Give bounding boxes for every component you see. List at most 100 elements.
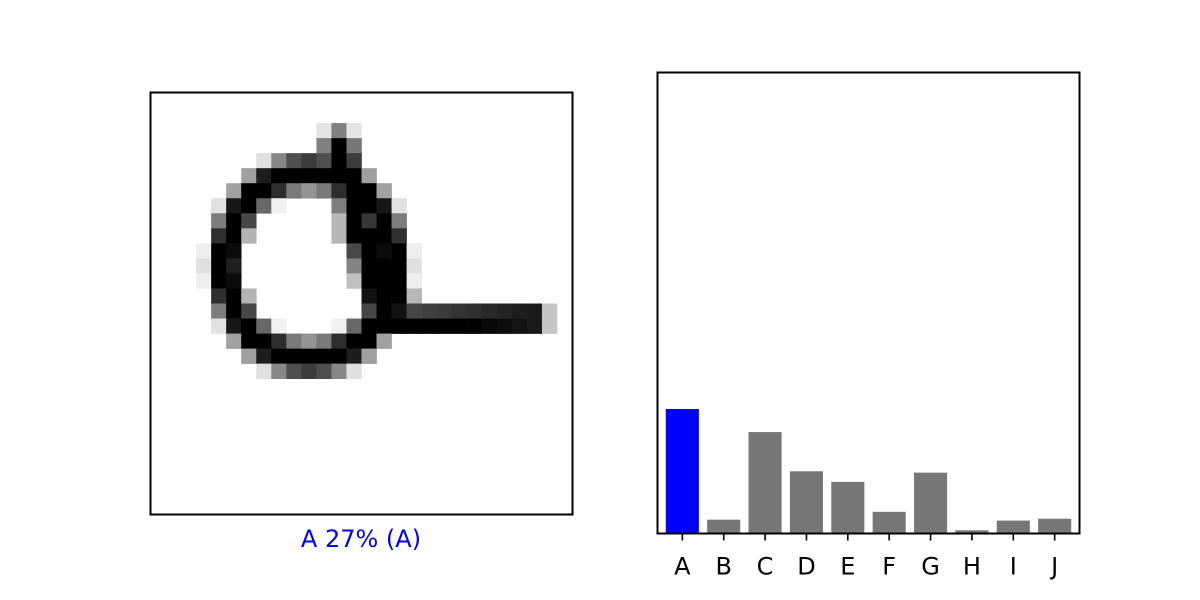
pixel <box>376 303 392 319</box>
bar-f <box>872 511 906 534</box>
pixel <box>211 318 227 334</box>
pixel <box>316 153 332 169</box>
pixel <box>226 198 242 214</box>
pixel <box>526 318 543 334</box>
pixel <box>226 273 242 289</box>
pixel <box>316 168 332 184</box>
pixel <box>316 138 332 154</box>
pixel <box>346 348 362 364</box>
x-tick-label-e: E <box>840 553 855 581</box>
pixel <box>271 348 287 364</box>
x-tick-label-h: H <box>963 553 981 581</box>
pixel <box>421 303 437 319</box>
pixel <box>211 303 227 319</box>
pixel <box>196 273 212 289</box>
pixel <box>226 303 242 319</box>
pixel <box>316 123 332 139</box>
pixel <box>541 318 558 334</box>
pixel <box>361 198 377 214</box>
pixel <box>391 303 407 319</box>
bar-e <box>831 481 865 534</box>
pixel <box>331 153 347 169</box>
bar-c <box>748 432 782 534</box>
bar-i <box>996 520 1030 534</box>
pixel <box>301 363 317 379</box>
pixel <box>196 243 212 259</box>
pixel <box>376 213 392 229</box>
pixel <box>391 258 407 274</box>
pixel <box>316 183 332 199</box>
bar-b <box>707 519 741 534</box>
pixel <box>331 228 347 244</box>
pixel <box>391 273 407 289</box>
bar-g <box>914 472 948 534</box>
pixel <box>286 348 302 364</box>
pixel <box>331 138 347 154</box>
pixel <box>496 303 513 319</box>
pixel <box>346 228 362 244</box>
pixel <box>346 243 362 259</box>
pixel <box>241 318 257 334</box>
pixel <box>391 198 407 214</box>
pixel <box>406 288 422 304</box>
pixel <box>271 363 287 379</box>
pixel <box>406 318 422 334</box>
pixel <box>226 183 242 199</box>
pixel <box>346 138 362 154</box>
pixel <box>391 243 407 259</box>
pixel <box>286 333 302 349</box>
pixel <box>241 288 257 304</box>
pixel <box>226 318 242 334</box>
pixel <box>241 183 257 199</box>
x-tick-label-f: F <box>882 553 896 581</box>
pixel <box>361 303 377 319</box>
pixel-grid <box>196 123 558 379</box>
pixel <box>286 183 302 199</box>
pixel <box>361 288 377 304</box>
pixel <box>361 183 377 199</box>
pixel <box>436 318 453 334</box>
pixel <box>241 348 257 364</box>
pixel <box>271 318 287 334</box>
pixel <box>346 318 362 334</box>
pixel <box>226 333 242 349</box>
pixel <box>406 258 422 274</box>
pixel <box>211 288 227 304</box>
pixel <box>376 243 392 259</box>
pixel <box>316 348 332 364</box>
pixel <box>361 243 377 259</box>
pixel <box>376 258 392 274</box>
pixel <box>286 153 302 169</box>
pixel <box>421 318 437 334</box>
x-tick-label-c: C <box>757 553 774 581</box>
pixel <box>346 258 362 274</box>
x-tick-label-g: G <box>921 553 940 581</box>
pixel <box>481 318 498 334</box>
pixel <box>406 243 422 259</box>
pixel <box>511 318 528 334</box>
bar-a <box>665 409 699 534</box>
pixel <box>391 318 407 334</box>
pixel <box>346 123 362 139</box>
pixel <box>211 258 227 274</box>
pixel <box>256 348 272 364</box>
pixel <box>271 168 287 184</box>
pixel <box>496 318 513 334</box>
pixel <box>271 333 287 349</box>
pixel <box>406 303 422 319</box>
pixel <box>361 168 377 184</box>
pixel <box>211 213 227 229</box>
pixel <box>376 183 392 199</box>
pixel <box>331 318 347 334</box>
pixel <box>271 153 287 169</box>
pixel <box>511 303 528 319</box>
pixel <box>481 303 498 319</box>
pixel <box>361 213 377 229</box>
prediction-caption: A 27% (A) <box>301 525 421 553</box>
pixel <box>331 348 347 364</box>
chart-frame <box>656 71 1081 535</box>
pixel <box>331 183 347 199</box>
